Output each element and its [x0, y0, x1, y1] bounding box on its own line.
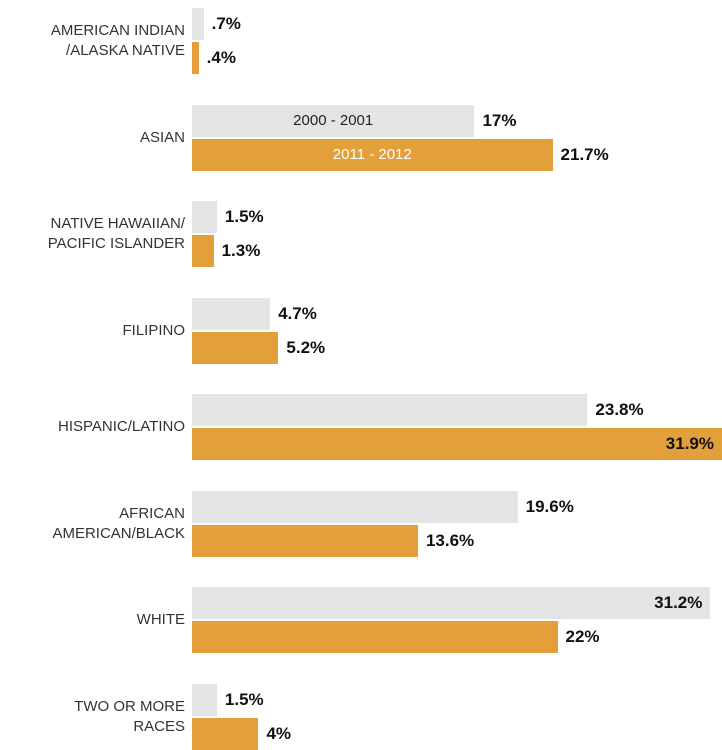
bar: [192, 490, 518, 523]
bar: [192, 297, 271, 330]
value-label: 1.5%: [224, 689, 264, 709]
bar: [192, 235, 214, 267]
bar: [192, 717, 259, 750]
value-label: 19.6%: [525, 496, 574, 516]
value-label: .7%: [211, 14, 241, 33]
category-label: ASIAN: [139, 128, 185, 146]
legend-label: 2000 - 2001: [293, 111, 374, 129]
value-label: 23.8%: [595, 400, 644, 419]
category-label: FILIPINO: [122, 321, 185, 339]
value-label: 13.6%: [425, 530, 475, 550]
value-label: 21.7%: [560, 144, 609, 164]
bar: [192, 428, 722, 460]
bar: [192, 331, 279, 364]
category-label: HISPANIC/LATINO: [58, 418, 185, 435]
value-label: 4.7%: [278, 303, 317, 323]
bar: [192, 8, 204, 40]
value-label: 22%: [565, 627, 600, 646]
bar: [192, 42, 199, 74]
value-label: 31.9%: [665, 434, 714, 453]
category-label: AMERICAN INDIAN /ALASKA NATIVE: [50, 22, 185, 59]
category-label: AFRICAN AMERICAN/BLACK: [52, 504, 185, 542]
bar: [192, 524, 418, 557]
value-label: 5.2%: [286, 337, 326, 357]
bar: [192, 201, 217, 233]
bar: [192, 394, 588, 426]
bar: [192, 621, 558, 653]
value-label: .4%: [206, 48, 236, 67]
bar: [192, 138, 553, 171]
category-label: NATIVE HAWAIIAN/ PACIFIC ISLANDER: [47, 215, 185, 252]
value-label: 17%: [482, 110, 517, 130]
value-label: 1.5%: [224, 207, 264, 226]
bar: [192, 587, 711, 619]
bar: [192, 104, 475, 137]
category-label: WHITE: [136, 611, 185, 628]
value-label: 4%: [266, 723, 292, 743]
legend-label: 2011 - 2012: [332, 145, 412, 163]
value-label: 31.2%: [654, 593, 703, 612]
bar: [192, 683, 217, 716]
value-label: 1.3%: [221, 241, 261, 260]
category-label: TWO OR MORE RACES: [74, 697, 185, 735]
